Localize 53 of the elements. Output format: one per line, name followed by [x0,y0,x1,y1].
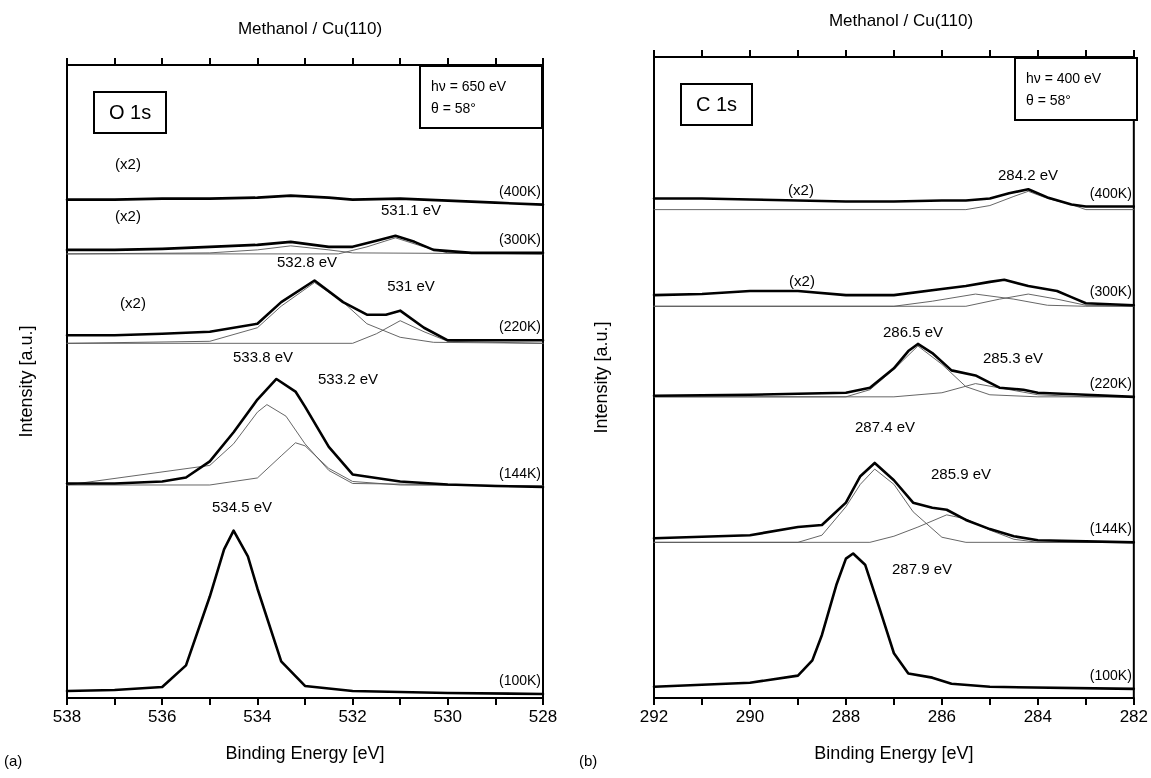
x-tick-label: 530 [433,707,462,726]
series-label: (220K) [498,318,541,335]
chart-title: Methanol / Cu(110) [828,11,974,30]
text: hν = 400 eV [1026,69,1103,88]
annotation: (x2) [788,180,814,198]
x-tick-label: 290 [735,707,765,726]
text: θ = 58° [431,99,477,118]
annotation: 532.8 eV [276,252,338,270]
text: O 1s [93,91,168,134]
annotation: 533.8 eV [232,347,294,365]
x-tick-label: 284 [1023,707,1053,726]
x-tick-label: 286 [927,707,957,726]
text: hν = 650 eV [431,77,508,96]
x-axis-title: Binding Energy [eV] [814,743,974,763]
x-tick-label: 536 [148,707,177,726]
x-axis-title: Binding Energy [eV] [225,743,385,763]
chart-title: Methanol / Cu(110) [237,19,383,38]
text: (x2) [115,154,141,172]
x-tick-label: 532 [338,707,367,726]
x-tick-label: 292 [639,707,669,726]
text: θ = 58° [1026,91,1072,110]
annotation: 533.2 eV [317,369,379,387]
annotation: (x2) [120,293,146,311]
x-tick-label: 534 [243,707,272,726]
annotation: 285.3 eV [982,348,1044,366]
y-axis-title: Intensity [a.u.] [591,321,611,434]
text: 284.2 eV [997,165,1059,183]
x-tick-label: 288 [831,707,861,726]
series-label: (144K) [498,465,541,481]
x-tick-label: 528 [528,707,558,726]
series-label: (300K) [1089,283,1132,300]
series-label: (100K) [1089,666,1132,683]
text: (a) [4,752,23,769]
series-label: (400K) [498,182,541,199]
y-axis-title: Intensity [a.u.] [16,325,36,438]
annotation: 531 eV [387,276,435,294]
series-label: (144K) [1089,520,1132,537]
annotation: 286.5 eV [882,322,944,340]
annotation: 531.1 eV [380,200,442,218]
annotation: 285.9 eV [930,464,992,482]
x-tick-label: 538 [52,707,82,726]
text: C 1s [680,83,754,126]
annotation: 534.5 eV [211,497,273,515]
annotation: 287.9 eV [891,559,953,577]
annotation: (x2) [789,271,815,289]
annotation: (x2) [115,206,141,224]
series-label: (220K) [1089,374,1132,391]
series-label: (100K) [498,671,541,688]
series-label: (300K) [498,230,541,247]
text: (b) [579,752,598,769]
x-tick-label: 282 [1119,707,1149,726]
annotation: 287.4 eV [854,417,916,435]
series-label: (400K) [1089,184,1132,201]
